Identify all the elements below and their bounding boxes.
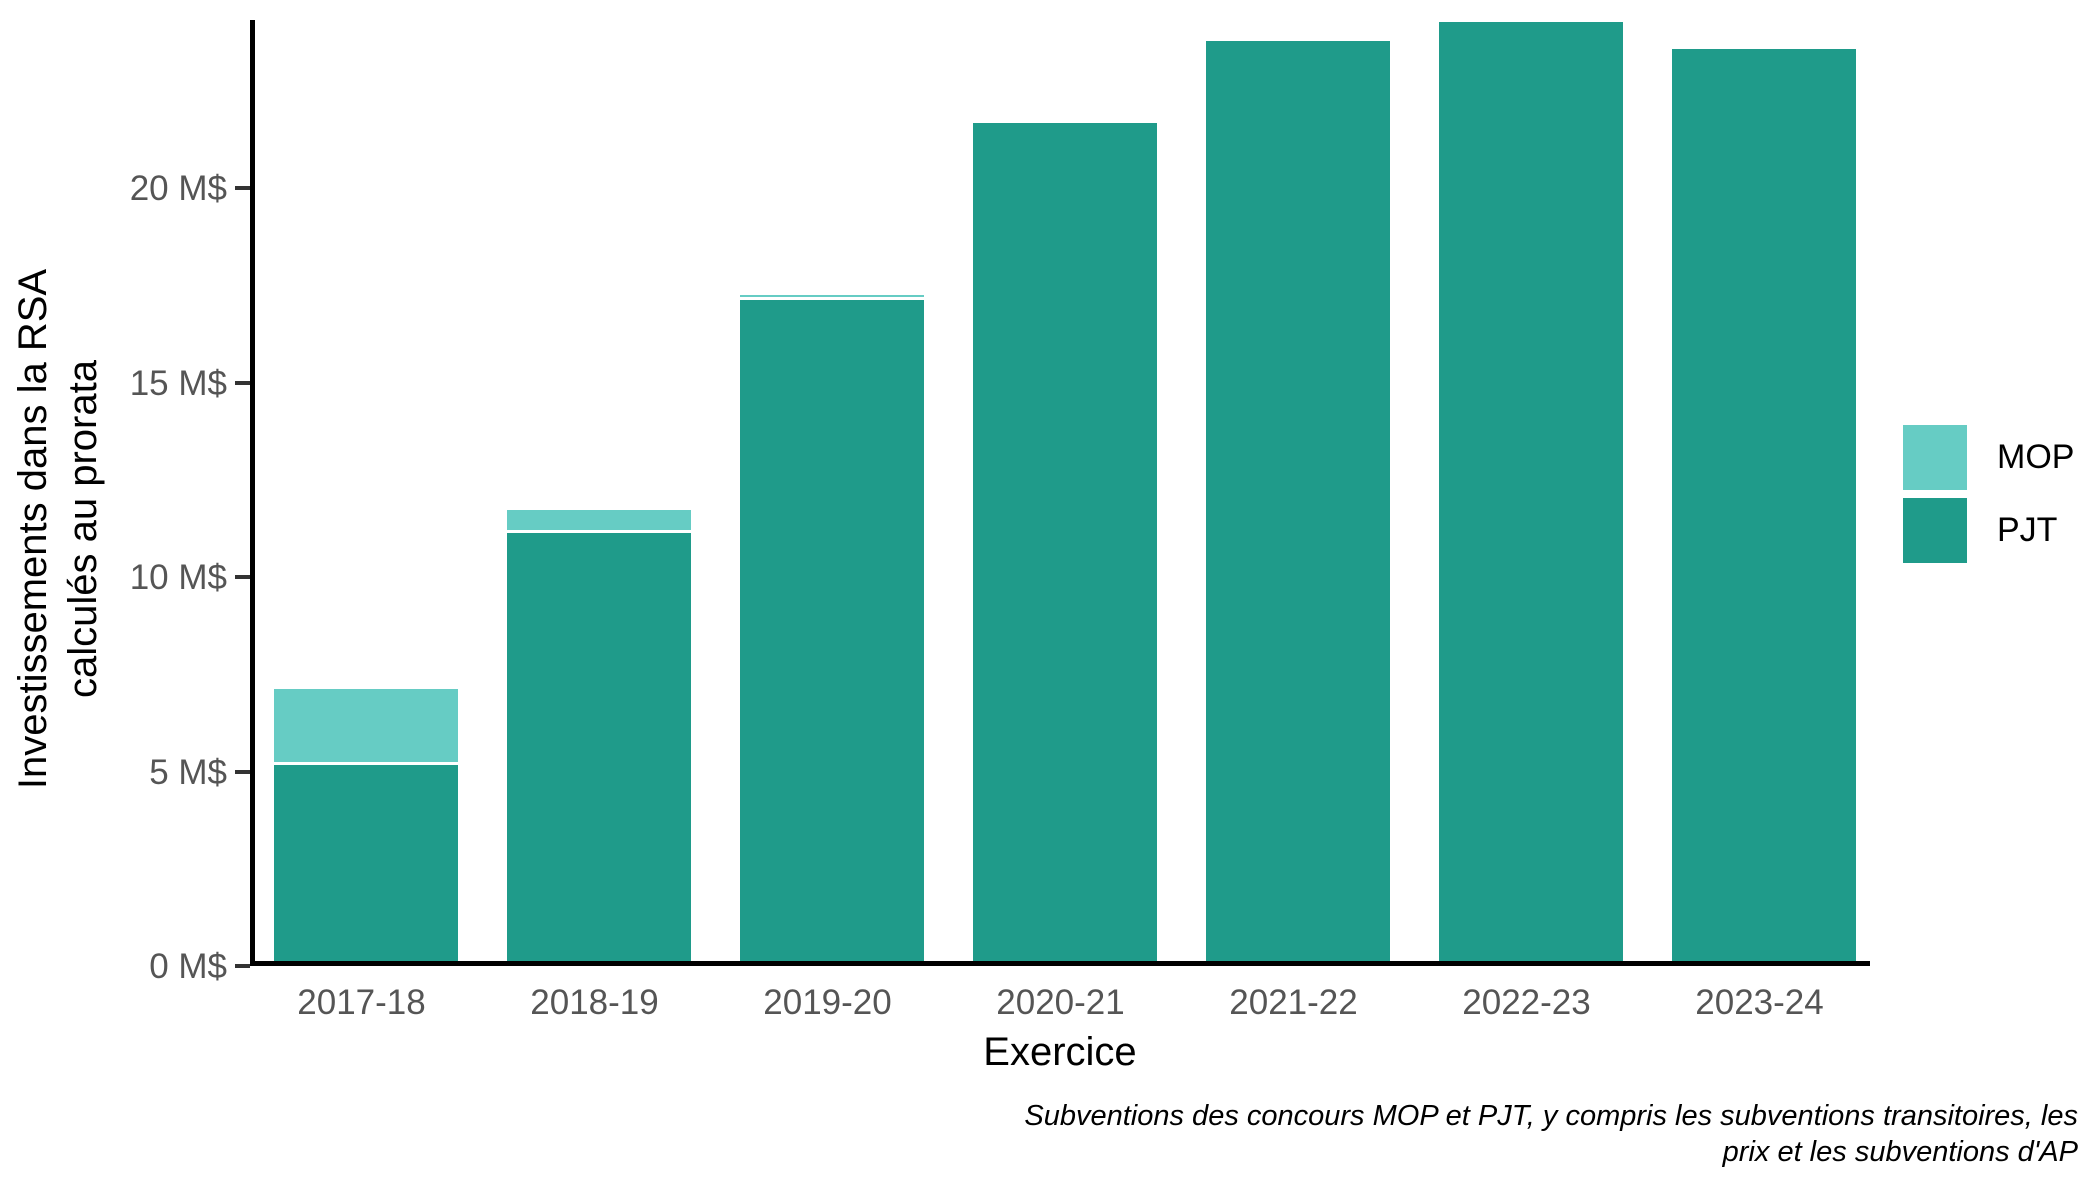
- bar-2019-20: [740, 295, 924, 961]
- bar-2017-18: [274, 689, 458, 961]
- x-tick-label: 2019-20: [763, 983, 892, 1022]
- bar-2018-19: [507, 510, 691, 961]
- bar-segment-pjt: [274, 765, 458, 961]
- y-tick-label: 20 M$: [129, 169, 227, 208]
- bar-2020-21: [973, 120, 1157, 961]
- y-tick-label: 0 M$: [149, 947, 227, 986]
- bar-segment-mop: [1672, 46, 1856, 49]
- legend-swatch-pjt: [1903, 498, 1967, 563]
- bar-2021-22: [1206, 38, 1390, 961]
- y-tick-mark: [235, 186, 250, 190]
- bar-segment-mop: [973, 120, 1157, 123]
- y-tick-mark: [235, 575, 250, 579]
- bar-segment-mop: [1206, 38, 1390, 41]
- bar-segment-mop: [507, 510, 691, 533]
- legend: MOP PJT: [1903, 425, 2074, 563]
- bar-segment-pjt: [1672, 49, 1856, 961]
- legend-label-mop: MOP: [1997, 438, 2075, 476]
- y-tick-mark: [235, 769, 250, 774]
- caption-line1: Subventions des concours MOP et PJT, y c…: [1024, 1100, 2078, 1132]
- bar-segment-pjt: [1439, 22, 1623, 961]
- legend-item-pjt: PJT: [1903, 498, 2074, 563]
- caption: Subventions des concours MOP et PJT, y c…: [578, 1098, 2078, 1171]
- bar-segment-mop: [740, 295, 924, 300]
- y-axis-title-line1: Investissements dans la RSA: [11, 268, 55, 790]
- bar-segment-pjt: [1206, 41, 1390, 961]
- bar-segment-pjt: [507, 533, 691, 961]
- caption-line2: prix et les subventions d'AP: [1722, 1136, 2078, 1169]
- y-tick-mark: [235, 380, 250, 385]
- y-tick-label: 10 M$: [129, 558, 227, 597]
- bar-2023-24: [1672, 46, 1856, 961]
- plot-area: [250, 19, 1870, 966]
- bar-2022-23: [1439, 19, 1623, 961]
- x-tick-label: 2023-24: [1695, 983, 1824, 1022]
- bar-segment-mop: [1439, 19, 1623, 22]
- x-tick-label: 2021-22: [1229, 983, 1358, 1022]
- y-tick-mark: [235, 964, 250, 968]
- legend-label-pjt: PJT: [1997, 511, 2058, 549]
- y-tick-label: 5 M$: [149, 752, 227, 792]
- y-tick-label: 15 M$: [129, 363, 227, 403]
- y-axis-title-line2: calculés au prorata: [61, 360, 105, 698]
- legend-swatch-mop: [1903, 425, 1967, 490]
- legend-item-mop: MOP: [1903, 425, 2074, 490]
- x-tick-label: 2018-19: [530, 983, 659, 1022]
- x-tick-label: 2017-18: [297, 983, 426, 1022]
- x-axis-title: Exercice: [983, 1030, 1137, 1074]
- x-tick-label: 2022-23: [1462, 983, 1591, 1022]
- bar-segment-pjt: [973, 123, 1157, 961]
- x-tick-label: 2020-21: [996, 983, 1125, 1022]
- bar-segment-mop: [274, 689, 458, 765]
- bar-segment-pjt: [740, 300, 924, 961]
